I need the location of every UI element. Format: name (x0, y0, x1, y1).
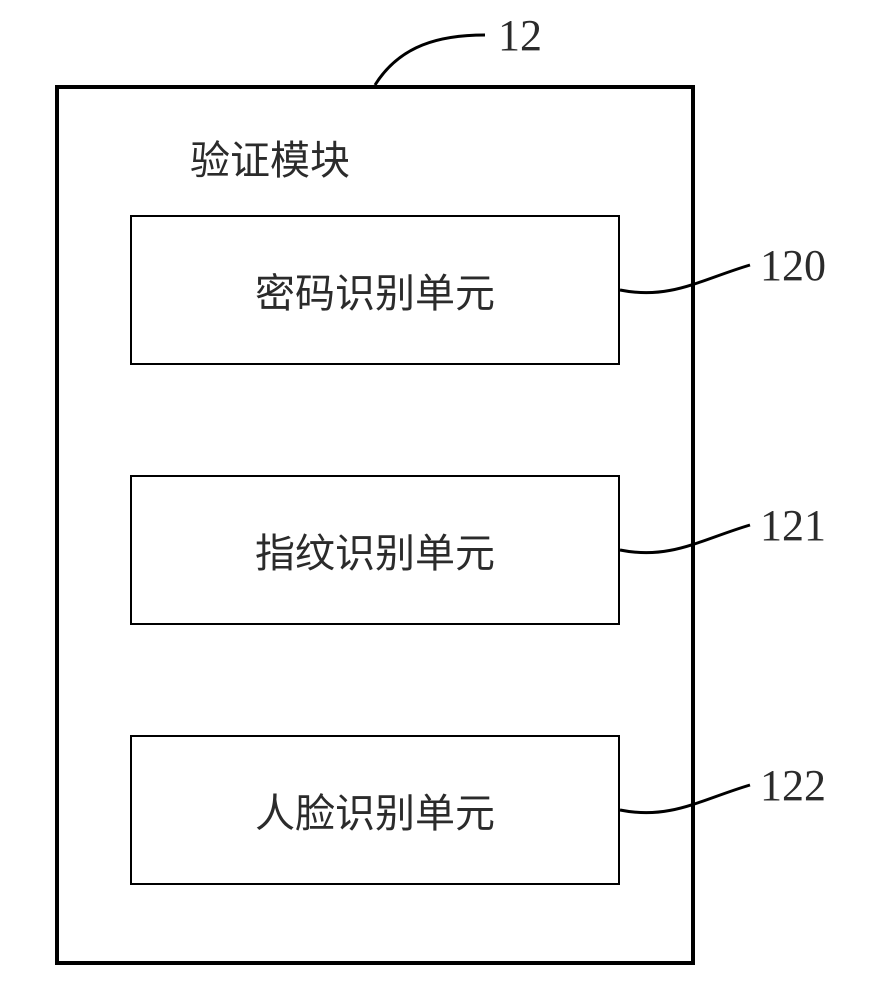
callout-number-120: 120 (760, 240, 826, 291)
face-recognition-unit-box: 人脸识别单元 (130, 735, 620, 885)
diagram-canvas: 验证模块 密码识别单元 指纹识别单元 人脸识别单元 12 120 121 122 (0, 0, 875, 1000)
fingerprint-recognition-unit-label: 指纹识别单元 (255, 521, 495, 579)
fingerprint-recognition-unit-box: 指纹识别单元 (130, 475, 620, 625)
face-recognition-unit-label: 人脸识别单元 (255, 781, 495, 839)
password-recognition-unit-label: 密码识别单元 (255, 261, 495, 319)
callout-number-12: 12 (498, 10, 542, 61)
verification-module-title: 验证模块 (190, 128, 350, 186)
password-recognition-unit-box: 密码识别单元 (130, 215, 620, 365)
callout-number-121: 121 (760, 500, 826, 551)
leader-line-12 (375, 35, 485, 85)
callout-number-122: 122 (760, 760, 826, 811)
